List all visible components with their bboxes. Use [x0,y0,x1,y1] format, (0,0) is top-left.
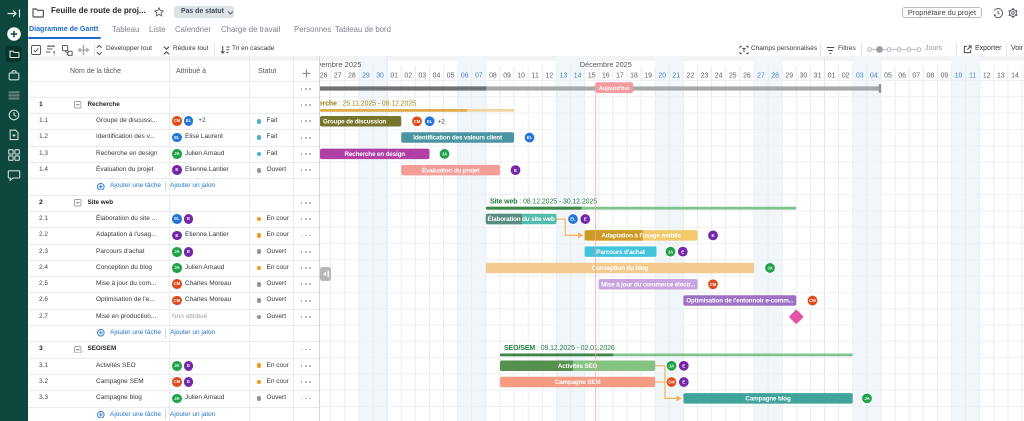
svg-text:06: 06 [461,72,469,79]
svg-text:16: 16 [602,72,610,79]
svg-text:Adaptation à l'usage mobile: Adaptation à l'usage mobile [601,233,681,240]
svg-text:Aujourd'hui: Aujourd'hui [599,86,630,92]
svg-text:14: 14 [1011,72,1019,79]
svg-text:SEO/SEM : 09.12.2025 - 02.01.2: SEO/SEM : 09.12.2025 - 02.01.2026 [504,345,615,352]
svg-text:08: 08 [489,72,497,79]
svg-text:30: 30 [800,72,808,79]
svg-text:Activités SEO: Activités SEO [558,363,598,370]
svg-text:29: 29 [785,72,793,79]
svg-text:26: 26 [320,72,328,79]
svg-text:05: 05 [884,72,892,79]
svg-text:03: 03 [419,72,427,79]
svg-text:07: 07 [912,72,920,79]
svg-text:Groupe de discussion: Groupe de discussion [323,118,386,125]
svg-text:12: 12 [546,72,554,79]
svg-text:Mise à jour du commerce électr: Mise à jour du commerce électr... [601,281,695,288]
svg-text:E: E [584,217,587,222]
svg-text:E: E [514,168,517,173]
svg-text:14: 14 [574,72,582,79]
svg-text:Évaluation du projet: Évaluation du projet [422,165,481,174]
svg-text:29: 29 [362,72,370,79]
svg-text:E: E [682,380,685,385]
svg-text:JA: JA [669,363,674,368]
svg-text:11: 11 [969,72,976,79]
svg-text:19: 19 [644,72,652,79]
svg-text:Optimisation de l'entonnoir e-: Optimisation de l'entonnoir e-comm... [686,298,794,305]
svg-text:12: 12 [983,72,991,79]
svg-text:Recherche : 25.11.2025 - 09.12: Recherche : 25.11.2025 - 09.12.2025 [320,101,416,108]
svg-text:13: 13 [560,72,568,79]
svg-text:23: 23 [701,72,709,79]
svg-text:Campagne blog: Campagne blog [745,396,791,403]
svg-text:28: 28 [348,72,356,79]
svg-text:JA: JA [767,266,772,271]
svg-text:04: 04 [870,72,878,79]
svg-text:CM: CM [414,119,421,124]
svg-text:Recherche en design: Recherche en design [344,151,405,158]
svg-text:10: 10 [517,72,525,79]
svg-text:25: 25 [729,72,737,79]
svg-text:22: 22 [687,72,695,79]
svg-text:13: 13 [997,72,1005,79]
svg-text:20: 20 [658,72,666,79]
svg-text:JA: JA [442,151,447,156]
svg-text:Site web : 08.12.2025 - 30.12.: Site web : 08.12.2025 - 30.12.2025 [490,198,597,205]
svg-text:28: 28 [771,72,779,79]
svg-text:09: 09 [503,72,511,79]
svg-text:09: 09 [941,72,949,79]
svg-text:01: 01 [390,72,398,79]
svg-text:CM: CM [668,380,675,385]
svg-text:24: 24 [715,72,723,79]
svg-text:11: 11 [532,72,539,79]
svg-text:Conception du blog: Conception du blog [592,265,649,272]
svg-text:EL: EL [570,217,576,222]
svg-text:EL: EL [427,119,433,124]
svg-text:27: 27 [334,72,342,79]
svg-text:Décembre 2025: Décembre 2025 [580,60,632,69]
svg-text:26: 26 [743,72,751,79]
svg-text:15: 15 [588,72,596,79]
svg-text:31: 31 [814,72,822,79]
svg-text:E: E [711,233,714,238]
svg-text:10: 10 [955,72,963,79]
svg-text:27: 27 [757,72,765,79]
svg-text:21: 21 [673,72,681,79]
svg-text:02: 02 [842,72,850,79]
svg-text:JA: JA [668,249,673,254]
svg-text:EL: EL [527,135,533,140]
svg-text:01: 01 [828,72,836,79]
svg-text:Élaboration du site web: Élaboration du site web [488,214,556,223]
svg-text:17: 17 [616,72,624,79]
svg-text:08: 08 [926,72,934,79]
svg-text:05: 05 [447,72,455,79]
svg-text:07: 07 [475,72,483,79]
svg-text:03: 03 [856,72,864,79]
svg-text:CM: CM [809,298,816,303]
svg-text:CM: CM [710,282,717,287]
svg-text:+2: +2 [438,118,446,125]
svg-text:Identification des valeurs cli: Identification des valeurs client [413,135,503,142]
svg-text:E: E [681,249,684,254]
svg-text:Novembre 2025: Novembre 2025 [320,60,361,69]
svg-text:Parcours d'achat: Parcours d'achat [596,249,645,256]
svg-text:02: 02 [404,72,412,79]
svg-text:JA: JA [864,396,869,401]
svg-text:30: 30 [376,72,384,79]
svg-text:E: E [682,363,685,368]
svg-text:04: 04 [433,72,441,79]
svg-text:18: 18 [630,72,638,79]
svg-text:Campagne SEM: Campagne SEM [555,379,601,386]
svg-text:06: 06 [898,72,906,79]
